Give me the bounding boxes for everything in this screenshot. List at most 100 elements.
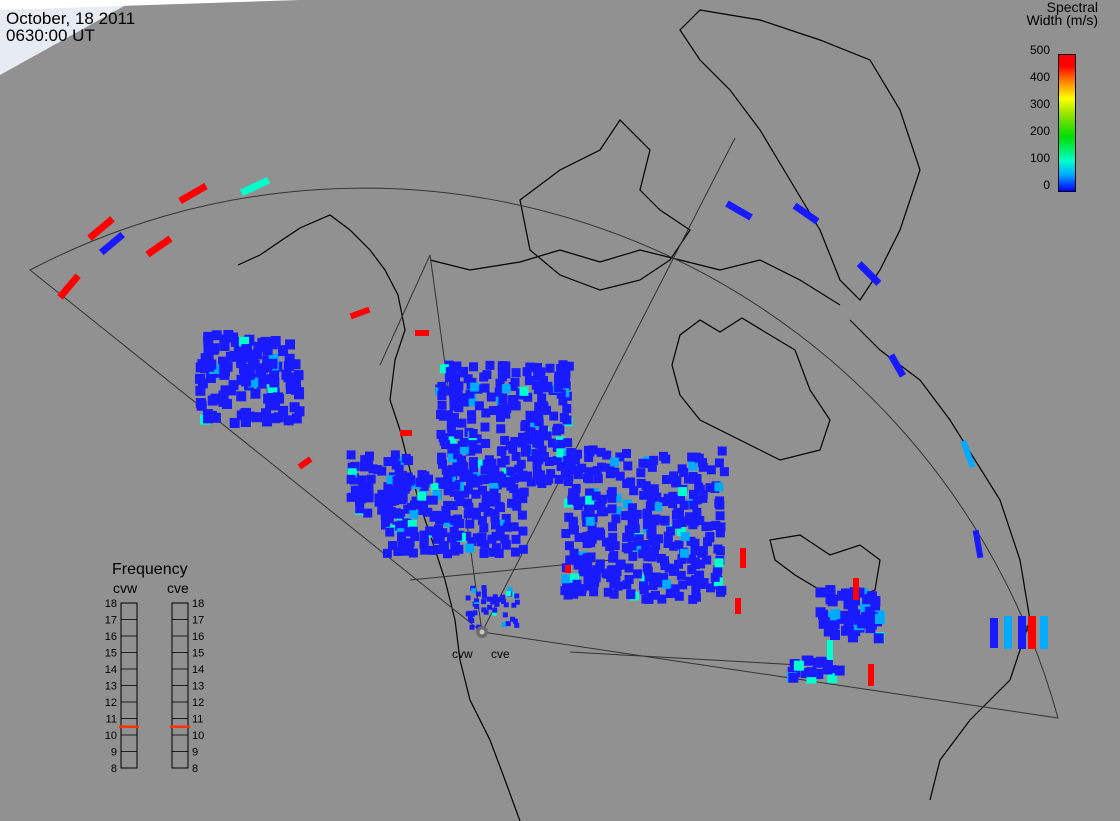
echo-cell [622,580,632,590]
echo-cell [609,579,619,589]
echo-cell [552,456,562,466]
echo-cell [519,487,529,497]
echo-cell [843,619,854,630]
echo-cell [357,494,367,504]
colorbar-tick-label: 400 [1029,70,1050,84]
echo-cell [626,477,636,487]
echo-cell [468,457,478,467]
echo-cell [651,572,661,582]
echo-cell [477,532,487,542]
echo-cell [822,657,833,668]
echo-cell [572,496,582,506]
echo-cell [629,486,639,496]
echo-cell [432,490,442,500]
echo-cell [479,475,489,485]
echo-cell [815,587,826,598]
echo-cell [429,512,439,522]
echo-cell [848,608,859,619]
echo-cell [501,622,507,628]
echo-cell [854,587,865,598]
echo-cell [195,373,206,384]
echo-cell [645,501,655,511]
echo-streak [740,548,746,568]
echo-cell [206,359,217,370]
echo-cell [874,613,885,624]
echo-cell [690,538,700,548]
echo-cell [573,470,583,480]
echo-cell [715,546,725,556]
echo-cell [480,465,490,475]
echo-cell [474,598,480,604]
echo-cell [261,374,272,385]
echo-cell [526,477,536,487]
echo-cell [405,538,415,548]
echo-cell [502,612,508,618]
echo-cell [644,459,654,469]
echo-cell [525,410,535,420]
echo-cell [468,442,478,452]
echo-cell [487,604,493,610]
echo-cell [554,383,564,393]
echo-cell [267,382,278,393]
echo-streak [1004,616,1012,649]
echo-cell [535,476,545,486]
echo-cell [364,493,374,503]
echo-cell [687,452,697,462]
echo-cell [569,548,579,558]
echo-cell [436,429,446,439]
echo-cell [624,574,634,584]
echo-cell [594,531,604,541]
echo-cell [455,497,465,507]
echo-cell [494,387,504,397]
echo-cell [611,573,621,583]
echo-cell [819,616,830,627]
echo-cell [827,611,838,622]
frequency-gauges: 18 17 16 15 14 13 12 11 10 9 8 18 17 16 15 14 13 12 11 10 9 8 [105,598,205,775]
echo-cell [576,555,586,565]
echo-cell [547,438,557,448]
echo-cell [502,404,512,414]
echo-cell [649,546,659,556]
echo-cell [241,376,252,387]
echo-cell [501,468,511,478]
echo-cell [244,369,255,380]
echo-cell [480,422,490,432]
echo-cell [849,595,860,606]
echo-cell [657,594,667,604]
echo-cell [556,448,566,458]
echo-cell [584,452,594,462]
echo-cell [716,522,726,532]
echo-cell [437,391,447,401]
echo-cell [265,398,276,409]
echo-cell [467,397,477,407]
echo-cell [523,392,533,402]
echo-cell [445,367,455,377]
echo-cell [438,385,448,395]
echo-cell [560,378,570,388]
echo-cell [480,383,490,393]
echo-cell [283,361,294,372]
echo-cell [497,473,507,483]
echo-cell [379,501,389,511]
echo-cell [580,562,590,572]
echo-cell [290,376,301,387]
echo-cell [420,545,430,555]
east-coast [849,319,1031,801]
echo-cell [562,415,572,425]
echo-cell [469,611,475,617]
echo-cell [658,497,668,507]
arctic-islands [519,119,691,291]
echo-cell [470,382,480,392]
echo-cell [638,458,648,468]
echo-cell [453,450,463,460]
echo-cell [706,465,716,475]
echo-cell [511,534,521,544]
echo-cell [510,400,520,410]
echo-cell [477,485,487,495]
echo-cell [602,450,612,460]
echo-cell [218,356,229,367]
echo-cell [407,520,417,530]
echo-cell [715,528,725,538]
frequency-tick-label: 15 [105,648,117,660]
